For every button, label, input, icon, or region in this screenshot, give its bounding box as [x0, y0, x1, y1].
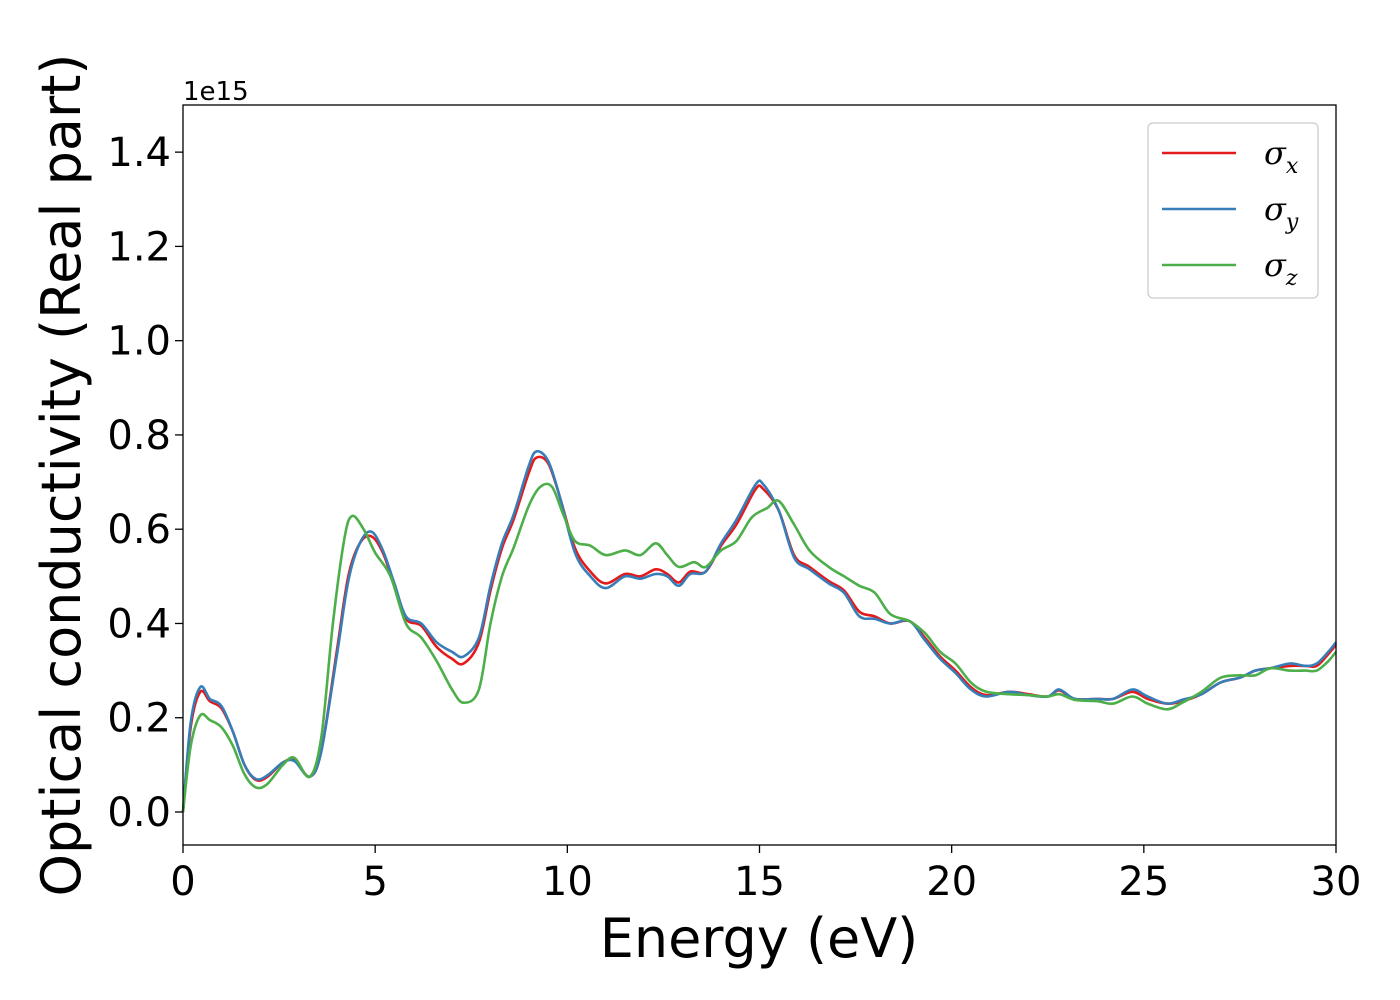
y-tick-label: 0.6 [107, 507, 171, 553]
y-tick-label: 0.4 [107, 601, 171, 647]
legend-label-z: σz [1264, 246, 1298, 291]
x-axis-label: Energy (eV) [600, 907, 919, 970]
y-tick-label: 1.0 [107, 319, 171, 365]
x-tick-label: 30 [1311, 859, 1362, 905]
x-axis: 0 5 10 15 20 25 30 [170, 845, 1361, 905]
legend: σx σy σz [1147, 122, 1319, 299]
x-tick-label: 15 [734, 859, 785, 905]
y-tick-label: 1.2 [107, 224, 171, 270]
legend-frame [1147, 122, 1319, 299]
x-tick-label: 25 [1118, 859, 1169, 905]
legend-label-x: σx [1264, 134, 1299, 179]
y-tick-label: 0.2 [107, 696, 171, 742]
x-tick-label: 20 [926, 859, 977, 905]
y-tick-label: 0.8 [107, 413, 171, 459]
x-tick-label: 5 [362, 859, 387, 905]
y-tick-label: 1.4 [107, 130, 171, 176]
legend-label-y: σy [1264, 190, 1299, 235]
series-line-y [181, 449, 1338, 813]
y-axis-offset-label: 1e15 [183, 77, 249, 107]
y-axis: 0.0 0.2 0.4 0.6 0.8 1.0 1.2 1.4 [107, 130, 183, 836]
y-axis-label: Optical conductivity (Real part) [30, 54, 93, 897]
x-tick-label: 10 [542, 859, 593, 905]
y-tick-label: 0.0 [107, 790, 171, 836]
x-tick-label: 0 [170, 859, 195, 905]
series-line-z [181, 482, 1338, 813]
series-layer [181, 449, 1338, 813]
